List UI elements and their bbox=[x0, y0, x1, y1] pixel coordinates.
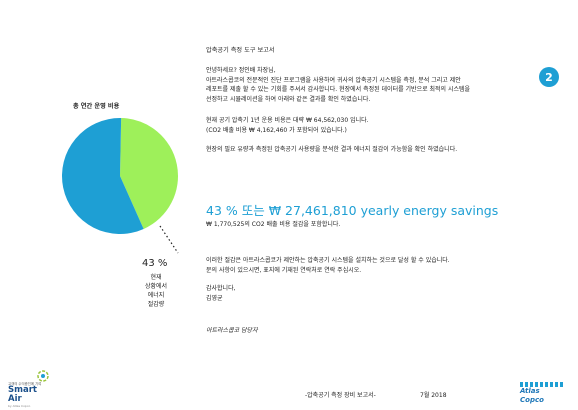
analysis-line: 현장의 필요 유량과 측정된 압축공기 사용량을 분석한 결과 에너지 절감이 … bbox=[206, 146, 458, 153]
logo-subtext: by Atlas Copco bbox=[8, 404, 31, 408]
logo-wordmark: Smart Air bbox=[8, 385, 37, 404]
logo-tagline: 고객의 수익증진에 기여 bbox=[8, 382, 42, 386]
caption-line: 에너지 bbox=[147, 292, 165, 299]
smart-air-emblem-icon bbox=[37, 370, 49, 382]
co2-cost-line: (CO2 배출 비용 ₩ 4,162,460 가 포함되어 있습니다.) bbox=[206, 126, 347, 134]
pie-slice-savings bbox=[120, 118, 178, 229]
chart-title: 총 연간 운영 비용 bbox=[73, 103, 120, 110]
caption-line: 현재 bbox=[150, 274, 162, 281]
report-title: 압축공기 측정 도구 보고서 bbox=[206, 47, 275, 54]
logo-stripes bbox=[520, 382, 564, 387]
thanks-line: 감사합니다, bbox=[206, 285, 236, 292]
caption-line: 상황에서 bbox=[144, 283, 168, 290]
signature-block: 감사합니다, 김영균 bbox=[206, 284, 506, 303]
intro-line: 아트라스콥코의 전문적인 진단 프로그램을 사용하여 귀사의 압축공기 시스템을… bbox=[206, 76, 461, 84]
savings-percent-label: 43 % bbox=[142, 258, 168, 269]
closing-paragraph: 이러한 절감은 아트라스콥코가 제안하는 압축공기 시스템을 설치하는 것으로 … bbox=[206, 256, 506, 275]
atlas-copco-logo: Atlas Copco bbox=[520, 382, 564, 404]
closing-line: 문의 사항이 있으시면, 표지에 기재된 연락처로 연락 주십시오. bbox=[206, 266, 362, 274]
cost-paragraph: 현재 공기 압축기 1년 운용 비용은 대략 ₩ 64,562,030 입니다.… bbox=[206, 116, 506, 135]
atlas-wordmark: Atlas Copco bbox=[520, 387, 544, 404]
pie-slice-remaining bbox=[62, 118, 144, 234]
annotation-leader-line bbox=[159, 225, 179, 254]
pie-chart bbox=[62, 118, 179, 254]
intro-paragraph: 안녕하세요? 정인배 차장님, 아트라스콥코의 전문적인 진단 프로그램을 사용… bbox=[206, 66, 506, 104]
co2-savings-line: ₩ 1,770,525의 CO2 배출 비용 절감을 포함합니다. bbox=[206, 221, 341, 228]
signer-role: 아트라스콥코 담당자 bbox=[206, 327, 258, 334]
cost-line: 현재 공기 압축기 1년 운용 비용은 대략 ₩ 64,562,030 입니다. bbox=[206, 117, 369, 124]
page-number-badge: 2 bbox=[539, 67, 559, 87]
smart-air-logo: 고객의 수익증진에 기여 Smart Air by Atlas Copco bbox=[8, 370, 52, 408]
caption-line: 절감량 bbox=[147, 301, 165, 308]
greeting-line: 안녕하세요? 정인배 차장님, bbox=[206, 67, 276, 74]
footer-date: 7월 2018 bbox=[420, 392, 447, 399]
intro-line: 레포트를 제출 할 수 있는 기회를 주셔서 감사합니다. 현장에서 측정된 데… bbox=[206, 86, 471, 93]
closing-line: 이러한 절감은 아트라스콥코가 제안하는 압축공기 시스템을 설치하는 것으로 … bbox=[206, 257, 450, 264]
signer-name: 김영균 bbox=[206, 294, 223, 302]
savings-headline: 43 % 또는 ₩ 27,461,810 yearly energy savin… bbox=[206, 203, 499, 218]
intro-line: 선정하고 시뮬레이션을 하여 아래와 같은 결과를 확인 하였습니다. bbox=[206, 95, 371, 103]
footer-title: -압축공기 측정 장비 보고서- bbox=[305, 392, 376, 399]
savings-caption: 현재 상황에서 에너지 절감량 bbox=[134, 273, 178, 309]
